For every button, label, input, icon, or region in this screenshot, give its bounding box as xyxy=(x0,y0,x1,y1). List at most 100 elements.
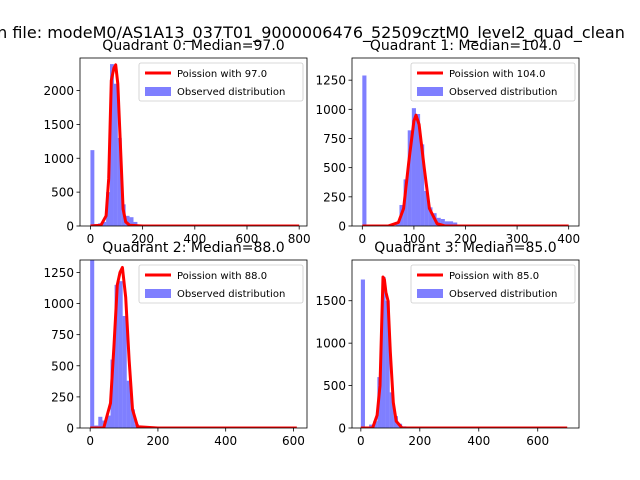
legend: Poission with 97.0 Observed distribution xyxy=(138,62,304,102)
subplot-title: Quadrant 0: Median=97.0 xyxy=(102,38,284,54)
legend-box xyxy=(410,62,576,102)
legend-observed-swatch xyxy=(145,87,171,96)
axes-frame xyxy=(79,57,308,227)
y-tick-label: 500 xyxy=(323,379,346,393)
histogram-bar xyxy=(113,83,118,226)
legend-observed-label: Observed distribution xyxy=(177,289,285,300)
subplot-quadrant-0: 0 200 400 600 800 0 500 1000 1500 2000 Poission wi… xyxy=(43,38,310,246)
legend-observed-swatch xyxy=(417,87,443,96)
histogram-bar xyxy=(385,300,390,428)
histogram-bar xyxy=(102,221,107,226)
histogram-bar xyxy=(407,130,412,226)
figure-suptitle: n file: modeM0/AS1A13_037T01_9000006476_… xyxy=(0,23,625,43)
legend-box xyxy=(138,264,304,304)
y-tick-label: 1000 xyxy=(315,103,346,117)
legend-poisson-label: Poission with 97.0 xyxy=(177,69,267,80)
legend-observed-label: Observed distribution xyxy=(177,87,285,98)
histogram-bar xyxy=(360,279,365,428)
x-tick-label: 300 xyxy=(506,232,529,246)
histogram-bar xyxy=(118,281,123,428)
histogram-bar xyxy=(420,144,425,226)
axes-frame xyxy=(351,259,580,429)
histogram-bar xyxy=(411,108,416,226)
histogram-bar xyxy=(133,221,138,226)
y-tick-label: 1000 xyxy=(43,297,74,311)
histogram-bar xyxy=(110,64,114,226)
legend-observed-label: Observed distribution xyxy=(449,289,557,300)
legend: Poission with 85.0 Observed distribution xyxy=(410,264,576,304)
y-tick-label: 500 xyxy=(51,359,74,373)
y-tick-label: 0 xyxy=(66,220,74,234)
x-tick-label: 0 xyxy=(87,232,95,246)
subplot-quadrant-2: 0 200 400 600 0 250 500 750 1000 1250 Poission wit… xyxy=(43,240,308,448)
histogram-bar xyxy=(90,260,95,428)
y-tick-label: 0 xyxy=(338,422,346,436)
subplot-quadrant-1: 0 100 200 300 400 0 250 500 750 1000 1250 Poission … xyxy=(315,38,580,246)
x-tick-label: 600 xyxy=(526,434,549,448)
x-tick-label: 800 xyxy=(288,232,311,246)
histogram-bar xyxy=(453,222,458,226)
legend: Poission with 104.0 Observed distribution xyxy=(410,62,576,102)
subplot-title: Quadrant 3: Median=85.0 xyxy=(374,240,556,256)
legend-observed-label: Observed distribution xyxy=(449,87,557,98)
histogram-bar xyxy=(440,219,445,226)
legend: Poission with 88.0 Observed distribution xyxy=(138,264,304,304)
y-tick-label: 250 xyxy=(323,190,346,204)
histogram-bar xyxy=(362,75,367,226)
histogram-bar xyxy=(117,137,122,226)
histogram-bar xyxy=(448,221,454,226)
x-tick-label: 0 xyxy=(358,232,366,246)
histogram-bar xyxy=(415,114,421,226)
legend-poisson-label: Poission with 85.0 xyxy=(449,271,539,282)
histogram-bar xyxy=(130,409,135,428)
x-tick-label: 0 xyxy=(357,434,365,448)
histogram-bar xyxy=(428,207,433,226)
histogram-bar xyxy=(395,223,400,226)
x-tick-label: 600 xyxy=(236,232,259,246)
y-tick-label: 750 xyxy=(323,132,346,146)
x-tick-label: 400 xyxy=(557,232,580,246)
y-tick-label: 750 xyxy=(51,328,74,342)
histogram-bar xyxy=(106,415,111,428)
histogram-bar xyxy=(125,215,130,226)
subplot-title: Quadrant 2: Median=88.0 xyxy=(102,240,284,256)
plot-area xyxy=(362,75,569,226)
legend-box xyxy=(138,62,304,102)
x-tick-label: 400 xyxy=(183,232,206,246)
legend-box xyxy=(410,264,576,304)
y-tick-label: 0 xyxy=(66,422,74,436)
histogram-bar xyxy=(389,392,394,428)
legend-poisson-label: Poission with 104.0 xyxy=(449,69,545,80)
histogram-bar xyxy=(114,284,119,428)
poisson-curve xyxy=(360,275,568,428)
legend-observed-swatch xyxy=(417,289,443,298)
histogram-bar xyxy=(436,217,441,226)
histogram-bar xyxy=(381,276,386,428)
histogram-bar xyxy=(98,416,103,428)
y-tick-label: 1000 xyxy=(315,337,346,351)
y-tick-label: 1250 xyxy=(43,266,74,280)
legend-observed-swatch xyxy=(145,289,171,298)
y-tick-label: 1000 xyxy=(43,152,74,166)
x-tick-label: 200 xyxy=(131,232,154,246)
x-tick-label: 600 xyxy=(282,434,305,448)
histogram-bar xyxy=(122,316,127,428)
x-tick-label: 400 xyxy=(214,434,237,448)
subplot-quadrant-3: 0 200 400 600 0 500 1000 1500 Poission with 85.0… xyxy=(315,240,580,448)
x-tick-label: 200 xyxy=(408,434,431,448)
subplot-title: Quadrant 1: Median=104.0 xyxy=(370,38,561,54)
y-tick-label: 500 xyxy=(51,186,74,200)
histogram-bar xyxy=(444,221,449,226)
x-tick-label: 100 xyxy=(402,232,425,246)
histogram-bar xyxy=(369,424,374,428)
y-tick-label: 2000 xyxy=(43,84,74,98)
histogram-bar xyxy=(126,380,131,428)
x-tick-label: 0 xyxy=(86,434,94,448)
histogram-bar xyxy=(424,191,429,226)
histogram-bar xyxy=(129,217,134,226)
axes-frame xyxy=(79,259,308,429)
legend-poisson-label: Poission with 88.0 xyxy=(177,271,267,282)
y-tick-label: 0 xyxy=(338,220,346,234)
